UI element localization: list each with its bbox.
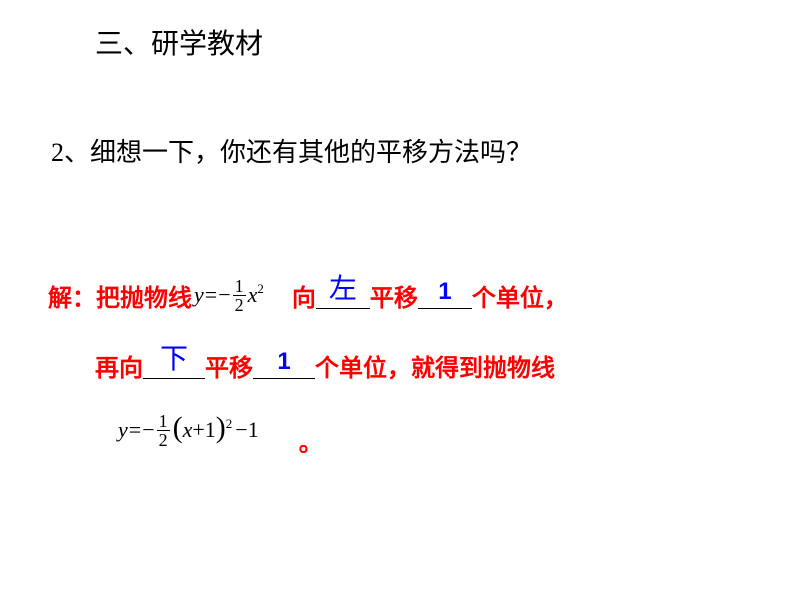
minus-sign-3: − xyxy=(235,417,247,443)
frac-num: 1 xyxy=(233,277,246,295)
text-pingyi: 平移 xyxy=(370,278,418,313)
answer-count-1: 1 xyxy=(438,278,451,305)
section-title: 三、研学教材 xyxy=(95,22,263,62)
text-unit-2: 个单位，就得到抛物线 xyxy=(315,348,555,383)
solution-line-1: 解：把抛物线 y = − 1 2 x 2 向 左 平移 1 个单位， xyxy=(48,270,568,320)
blank-count-2: 1 xyxy=(253,351,315,379)
period: 。 xyxy=(299,423,323,458)
formula-1: y = − 1 2 x 2 xyxy=(194,277,264,314)
exponent-2b: 2 xyxy=(226,416,233,432)
blank-direction-1: 左 xyxy=(316,281,370,309)
exponent-2: 2 xyxy=(257,281,264,297)
var-x: x xyxy=(248,282,258,308)
solution-line-2: 再向 下 平移 1 个单位，就得到抛物线 xyxy=(95,340,555,390)
equals-sign: = xyxy=(205,282,217,308)
var-x-2: x xyxy=(183,417,193,443)
frac-num-2: 1 xyxy=(157,412,170,430)
frac-den-2: 2 xyxy=(157,430,170,449)
formula-2: y = − 1 2 ( x + 1 ) 2 − 1 xyxy=(118,412,259,449)
text-pingyi-2: 平移 xyxy=(205,348,253,383)
solution-prefix: 解：把抛物线 xyxy=(48,278,192,313)
var-y-2: y xyxy=(118,417,128,443)
frac-den: 2 xyxy=(233,295,246,314)
answer-direction-2: 下 xyxy=(160,344,188,375)
right-paren: ) xyxy=(216,411,226,445)
minus-sign: − xyxy=(218,282,230,308)
question-text: 2、细想一下，你还有其他的平移方法吗？ xyxy=(51,132,532,169)
blank-direction-2: 下 xyxy=(143,351,205,379)
equals-sign-2: = xyxy=(129,417,141,443)
text-xiang: 向 xyxy=(292,278,316,313)
left-paren: ( xyxy=(173,411,183,445)
fraction-half: 1 2 xyxy=(233,277,246,314)
var-y: y xyxy=(194,282,204,308)
answer-direction-1: 左 xyxy=(329,274,357,305)
solution-line-3: y = − 1 2 ( x + 1 ) 2 − 1 。 xyxy=(118,400,323,460)
const-1a: 1 xyxy=(205,417,216,443)
minus-sign-2: − xyxy=(142,417,154,443)
const-1b: 1 xyxy=(248,417,259,443)
fraction-half-2: 1 2 xyxy=(157,412,170,449)
text-unit-1: 个单位， xyxy=(472,278,568,313)
plus-sign: + xyxy=(192,417,204,443)
text-zaixiang: 再向 xyxy=(95,348,143,383)
answer-count-2: 1 xyxy=(277,348,290,375)
blank-count-1: 1 xyxy=(418,281,472,309)
